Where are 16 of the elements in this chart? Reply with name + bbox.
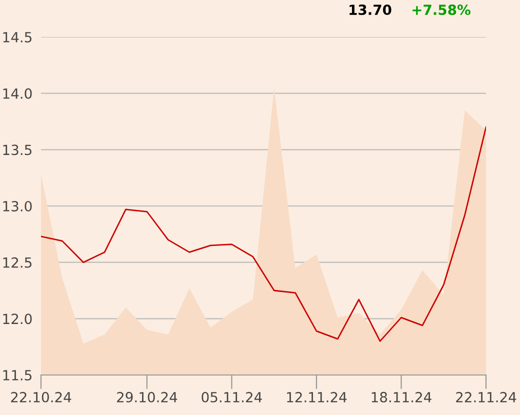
x-tick-label: 12.11.24: [287, 392, 347, 402]
x-tick-label: 05.11.24: [202, 392, 262, 402]
y-tick-label: 11.5: [3, 370, 32, 380]
y-tick-label: 13.5: [3, 144, 32, 156]
y-tick-label: 12.5: [3, 257, 32, 268]
x-tick-label: 22.10.24: [11, 392, 72, 402]
x-tick-label: 29.10.24: [117, 392, 178, 402]
x-tick-label: 18.11.24: [372, 392, 432, 402]
x-tick-label: 22.11.24: [456, 392, 516, 402]
text: +7.58%: [412, 4, 470, 16]
y-tick-label: 14.5: [3, 32, 32, 42]
text: 13.70: [350, 4, 392, 16]
y-tick-label: 12.0: [3, 314, 32, 324]
y-tick-label: 14.0: [3, 88, 32, 99]
line-series: [41, 126, 486, 342]
y-tick-label: 13.0: [3, 200, 32, 212]
